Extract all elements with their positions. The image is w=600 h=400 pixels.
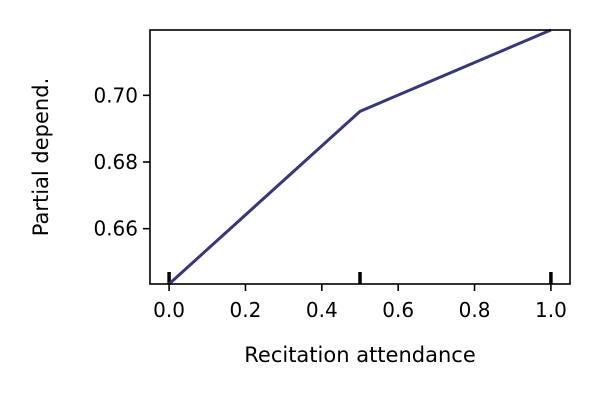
partial-dependence-line xyxy=(168,28,552,286)
x-axis-ticks: 0.0 0.2 0.4 0.6 0.8 1.0 xyxy=(153,284,567,322)
x-tick-label: 0.2 xyxy=(230,298,262,322)
x-tick-label: 1.0 xyxy=(535,298,567,322)
x-axis-title: Recitation attendance xyxy=(244,343,476,367)
x-tick-label: 0.0 xyxy=(153,298,185,322)
rug-marks xyxy=(167,272,553,284)
plot-frame xyxy=(149,29,571,285)
series-layer xyxy=(168,28,552,286)
x-tick-label: 0.4 xyxy=(306,298,338,322)
y-tick-label: 0.66 xyxy=(93,217,138,241)
y-axis-ticks: 0.66 0.68 0.70 xyxy=(93,83,150,241)
y-tick-label: 0.70 xyxy=(93,83,138,107)
y-axis-title: Partial depend. xyxy=(29,78,53,236)
y-tick-label: 0.68 xyxy=(93,150,138,174)
x-tick-label: 0.6 xyxy=(382,298,414,322)
x-tick-label: 0.8 xyxy=(459,298,491,322)
